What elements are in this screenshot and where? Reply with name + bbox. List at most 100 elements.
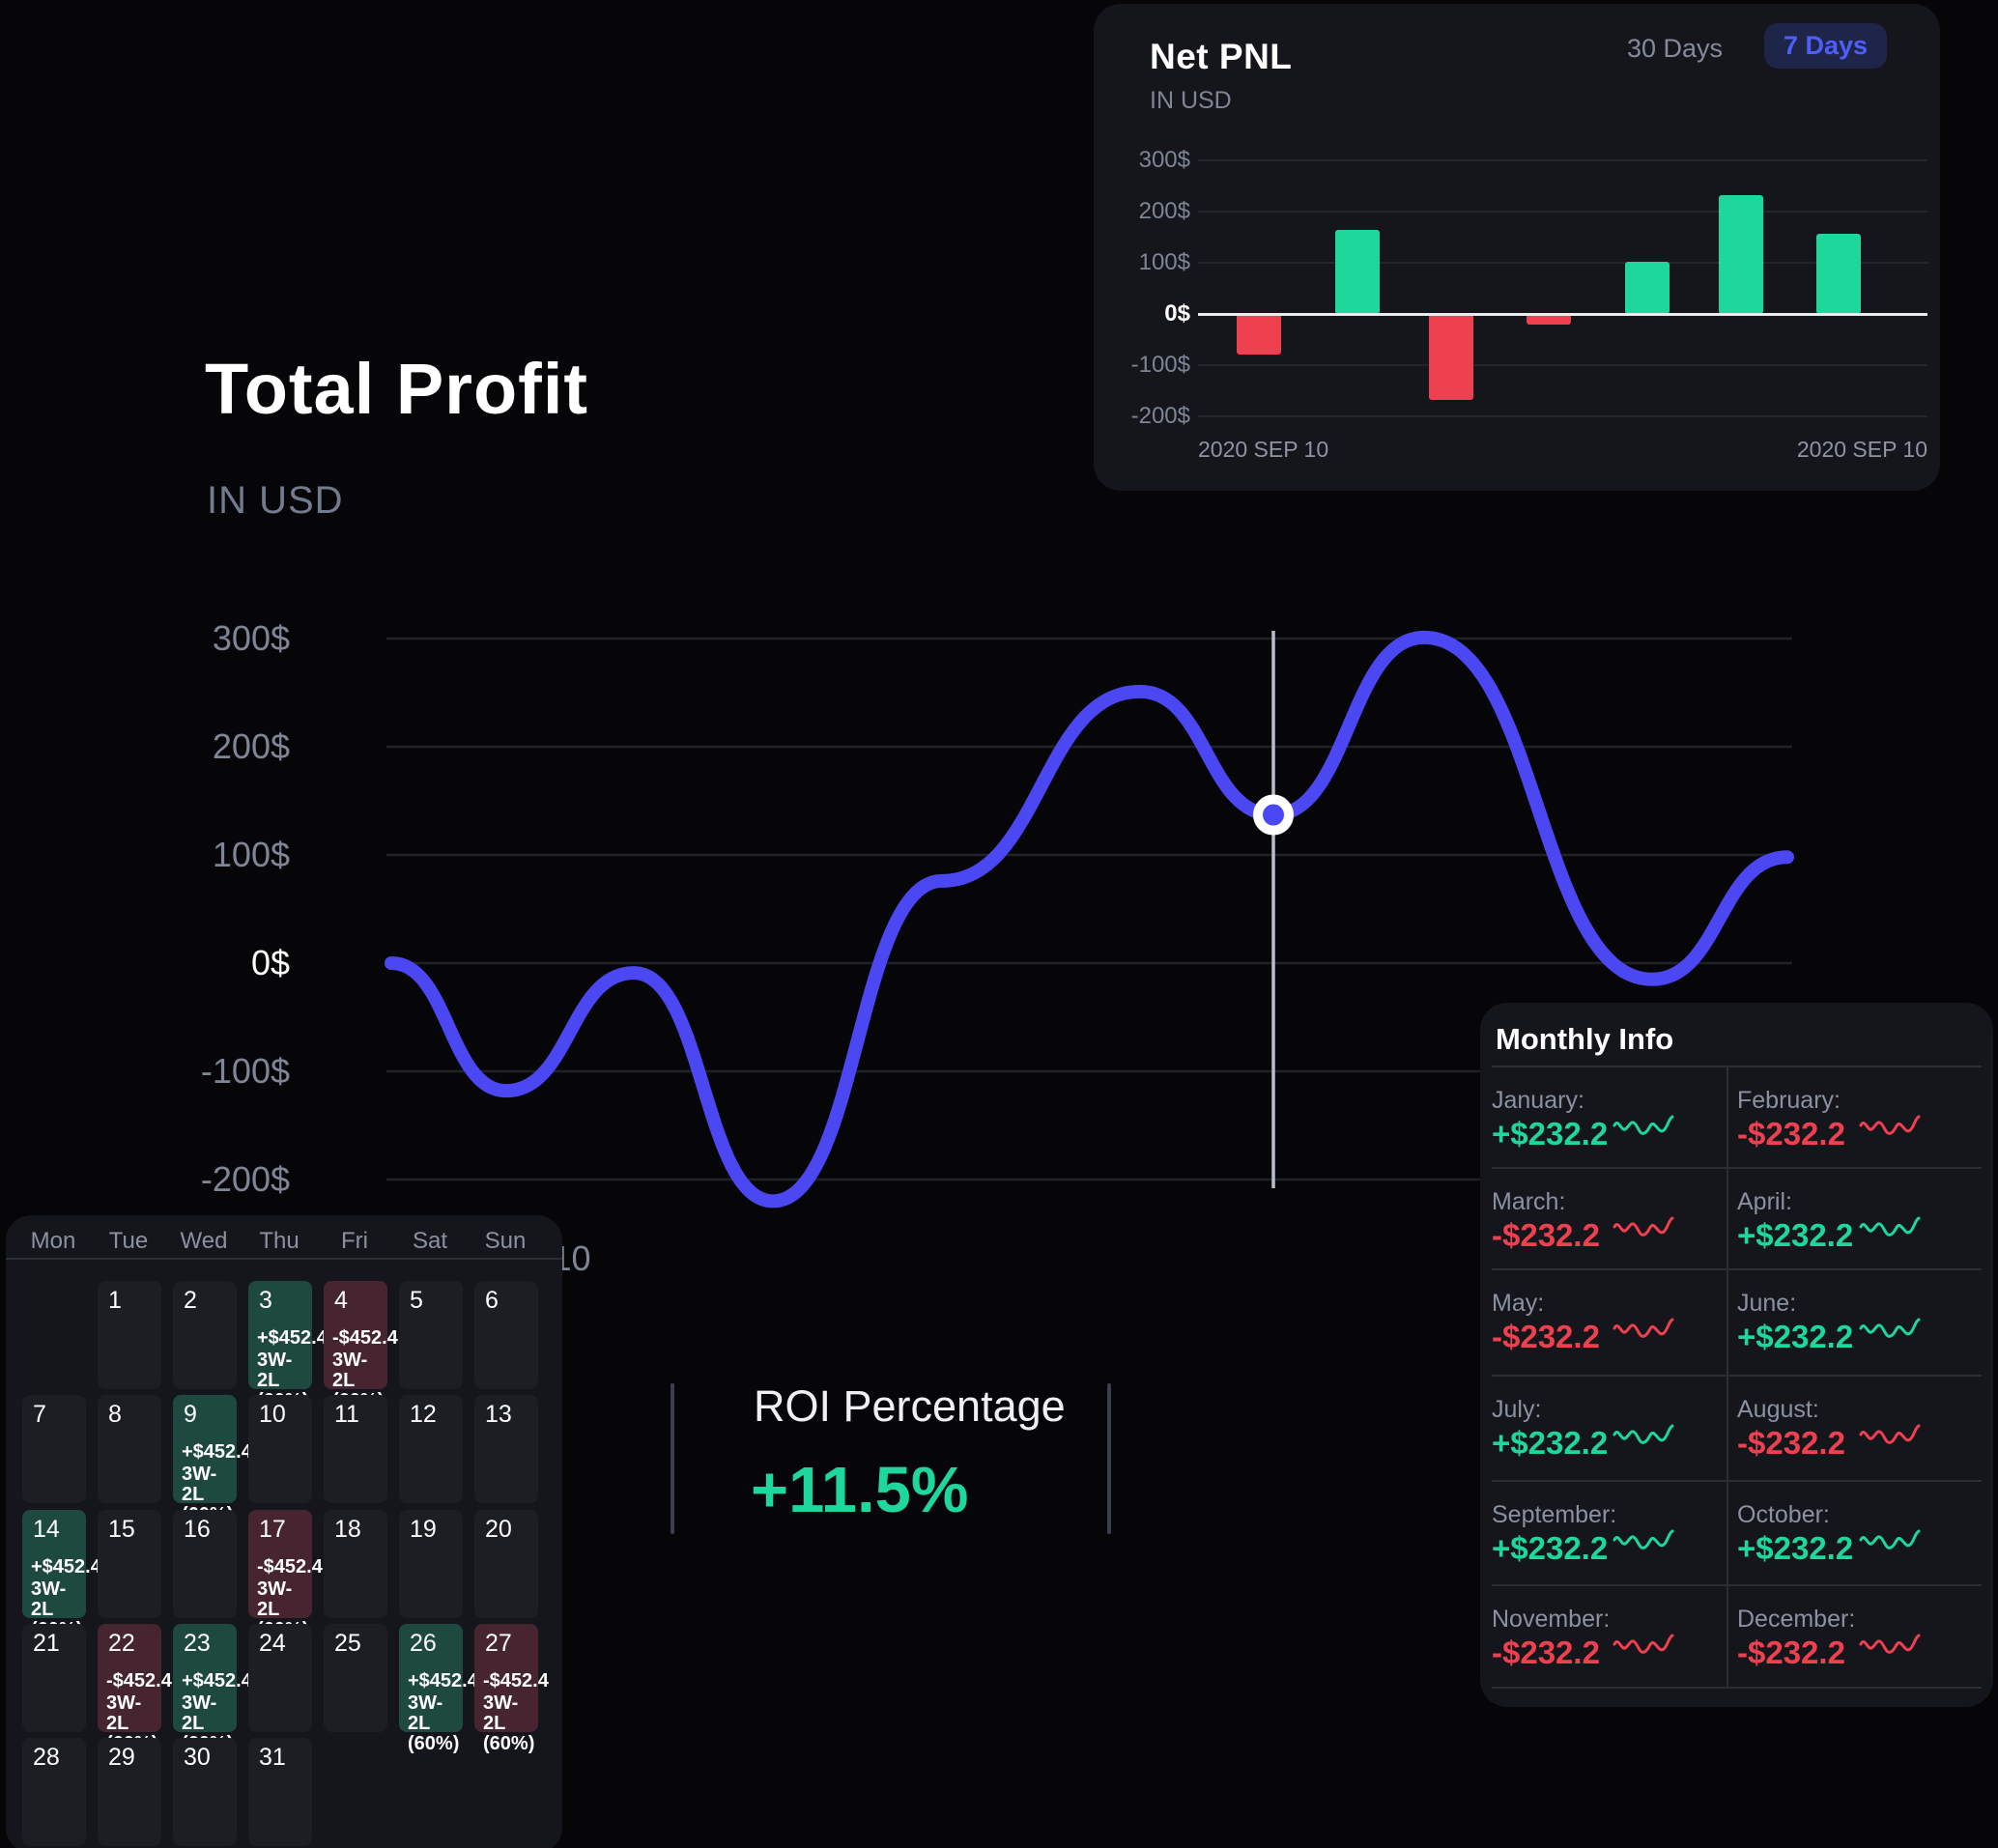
month-value: +$232.2	[1492, 1116, 1609, 1151]
month-value: +$232.2	[1492, 1425, 1609, 1461]
calendar-day-pnl: +$452.4	[257, 1327, 328, 1349]
calendar-day-number: 3	[259, 1287, 272, 1314]
net-pnl-y-tick: 100$	[1138, 249, 1190, 275]
month-label: July:	[1492, 1396, 1542, 1423]
calendar-day-cell[interactable]: 7	[22, 1395, 86, 1503]
calendar-day-cell[interactable]: 6	[474, 1281, 538, 1389]
calendar-day-number: 31	[259, 1744, 286, 1771]
net-pnl-bar[interactable]	[1719, 195, 1763, 314]
calendar-day-pnl: +$452.4	[408, 1670, 478, 1692]
calendar-day-cell[interactable]: 14+$452.43W-2L (60%)	[22, 1510, 101, 1640]
calendar-day-cell[interactable]: 26 +$452.4 3W-2L (60%)	[399, 1624, 478, 1754]
total-profit-y-tick: 100$	[212, 835, 290, 874]
net-pnl-bar[interactable]	[1527, 314, 1571, 325]
calendar-day-cell[interactable]: 15	[98, 1510, 161, 1618]
calendar-day-cell[interactable]: 9+$452.43W-2L (60%)	[173, 1395, 252, 1525]
monthly-info-title: Monthly Info	[1496, 1022, 1674, 1056]
calendar-day-cell[interactable]: 17-$452.43W-2L (60%)	[248, 1510, 323, 1640]
calendar-day-cell[interactable]: 23+$452.43W-2L (60%)	[173, 1624, 252, 1754]
month-value: +$232.2	[1737, 1530, 1854, 1566]
calendar-day-cell[interactable]: 20	[474, 1510, 538, 1618]
calendar-day-cell[interactable]: 21	[22, 1624, 86, 1732]
calendar-day-header: Wed	[180, 1228, 228, 1254]
calendar-day-cell[interactable]: 19	[399, 1510, 463, 1618]
roi-label: ROI Percentage	[754, 1381, 1066, 1431]
calendar-day-cell[interactable]: 24	[248, 1624, 312, 1732]
month-value: -$232.2	[1737, 1425, 1845, 1461]
month-trend-sparkline-icon	[1859, 1318, 1921, 1338]
calendar-day-cell[interactable]: 30	[173, 1738, 237, 1846]
calendar-day-cell[interactable]: 5	[399, 1281, 463, 1389]
month-label: April:	[1737, 1188, 1792, 1215]
calendar-day-header: Tue	[108, 1228, 149, 1254]
selected-point-marker[interactable]	[1253, 794, 1294, 836]
total-profit-y-tick: -100$	[200, 1051, 290, 1091]
calendar-day-number: 17	[259, 1516, 286, 1543]
month-value: +$232.2	[1492, 1530, 1609, 1566]
calendar-day-pnl: +$452.4	[31, 1556, 101, 1578]
month-trend-sparkline-icon	[1859, 1424, 1921, 1444]
month-trend-sparkline-icon	[1859, 1115, 1921, 1135]
net-pnl-y-tick: -200$	[1130, 403, 1190, 429]
calendar-day-cell[interactable]: 29	[98, 1738, 161, 1846]
monthly-info-row-divider	[1492, 1268, 1982, 1270]
month-trend-sparkline-icon	[1859, 1634, 1921, 1654]
calendar-day-cell[interactable]: 27 -$452.4 3W-2L (60%)	[474, 1624, 549, 1754]
month-value: +$232.2	[1737, 1319, 1854, 1354]
calendar-day-number: 11	[334, 1401, 359, 1428]
monthly-info-row-divider	[1492, 1066, 1982, 1067]
total-profit-y-tick: 0$	[250, 943, 290, 982]
range-30-days-button[interactable]: 30 Days	[1627, 34, 1724, 63]
calendar-day-number: 18	[334, 1516, 361, 1543]
calendar-day-cell[interactable]: 28	[22, 1738, 86, 1846]
calendar-day-cell[interactable]: 22-$452.43W-2L (60%)	[98, 1624, 172, 1754]
calendar-day-cell[interactable]: 4-$452.43W-2L (60%)	[324, 1281, 398, 1411]
calendar-day-cell[interactable]: 8	[98, 1395, 161, 1503]
total-profit-y-tick: 300$	[212, 618, 290, 658]
calendar-day-cell[interactable]: 13	[474, 1395, 538, 1503]
month-trend-sparkline-icon	[1613, 1634, 1674, 1654]
month-label: May:	[1492, 1290, 1545, 1317]
calendar-day-number: 9	[184, 1401, 197, 1428]
net-pnl-bar[interactable]	[1335, 229, 1380, 314]
calendar-day-cell[interactable]: 18	[324, 1510, 387, 1618]
calendar-day-cell[interactable]: 11	[324, 1395, 387, 1503]
calendar-day-header: Thu	[259, 1228, 300, 1254]
calendar-day-cell[interactable]: 25	[324, 1624, 387, 1732]
calendar-day-pnl: +$452.4	[182, 1441, 252, 1463]
month-value: -$232.2	[1737, 1635, 1845, 1670]
net-pnl-bar[interactable]	[1237, 314, 1281, 355]
calendar-day-cell[interactable]: 2	[173, 1281, 237, 1389]
calendar-day-number: 24	[259, 1630, 286, 1657]
calendar-day-number: 4	[334, 1287, 348, 1314]
net-pnl-card: Net PNL IN USD 30 Days 7 Days 2020 SEP 1…	[1094, 4, 1940, 491]
calendar-day-cell[interactable]: 10	[248, 1395, 312, 1503]
calendar-day-cell[interactable]: 31	[248, 1738, 312, 1846]
net-pnl-zero-axis	[1198, 313, 1927, 316]
month-value: -$232.2	[1737, 1116, 1845, 1151]
calendar-day-cell[interactable]: 12	[399, 1395, 463, 1503]
net-pnl-gridline	[1198, 262, 1927, 264]
range-7-days-button[interactable]: 7 Days	[1764, 23, 1888, 69]
net-pnl-y-tick: -100$	[1130, 352, 1190, 378]
total-profit-subtitle: IN USD	[207, 479, 344, 522]
net-pnl-title: Net PNL	[1150, 37, 1293, 76]
calendar-day-cell[interactable]: 3+$452.43W-2L (60%)	[248, 1281, 328, 1411]
calendar-day-header: Fri	[341, 1228, 368, 1254]
calendar-day-pnl: +$452.4	[182, 1670, 252, 1692]
calendar-day-number: 16	[184, 1516, 211, 1543]
net-pnl-bar[interactable]	[1429, 314, 1473, 401]
net-pnl-bar[interactable]	[1816, 233, 1861, 314]
monthly-info-card: Monthly Info January: +$232.2 February: -$2…	[1480, 1003, 1993, 1707]
calendar-day-header: Mon	[30, 1228, 76, 1254]
roi-value: +11.5%	[751, 1454, 969, 1526]
calendar-day-number: 15	[108, 1516, 135, 1543]
net-pnl-bar[interactable]	[1625, 261, 1670, 314]
calendar-day-number: 7	[33, 1401, 46, 1428]
calendar-day-cell[interactable]: 1	[98, 1281, 161, 1389]
calendar-day-cell[interactable]: 16	[173, 1510, 237, 1618]
month-value: -$232.2	[1492, 1217, 1600, 1253]
